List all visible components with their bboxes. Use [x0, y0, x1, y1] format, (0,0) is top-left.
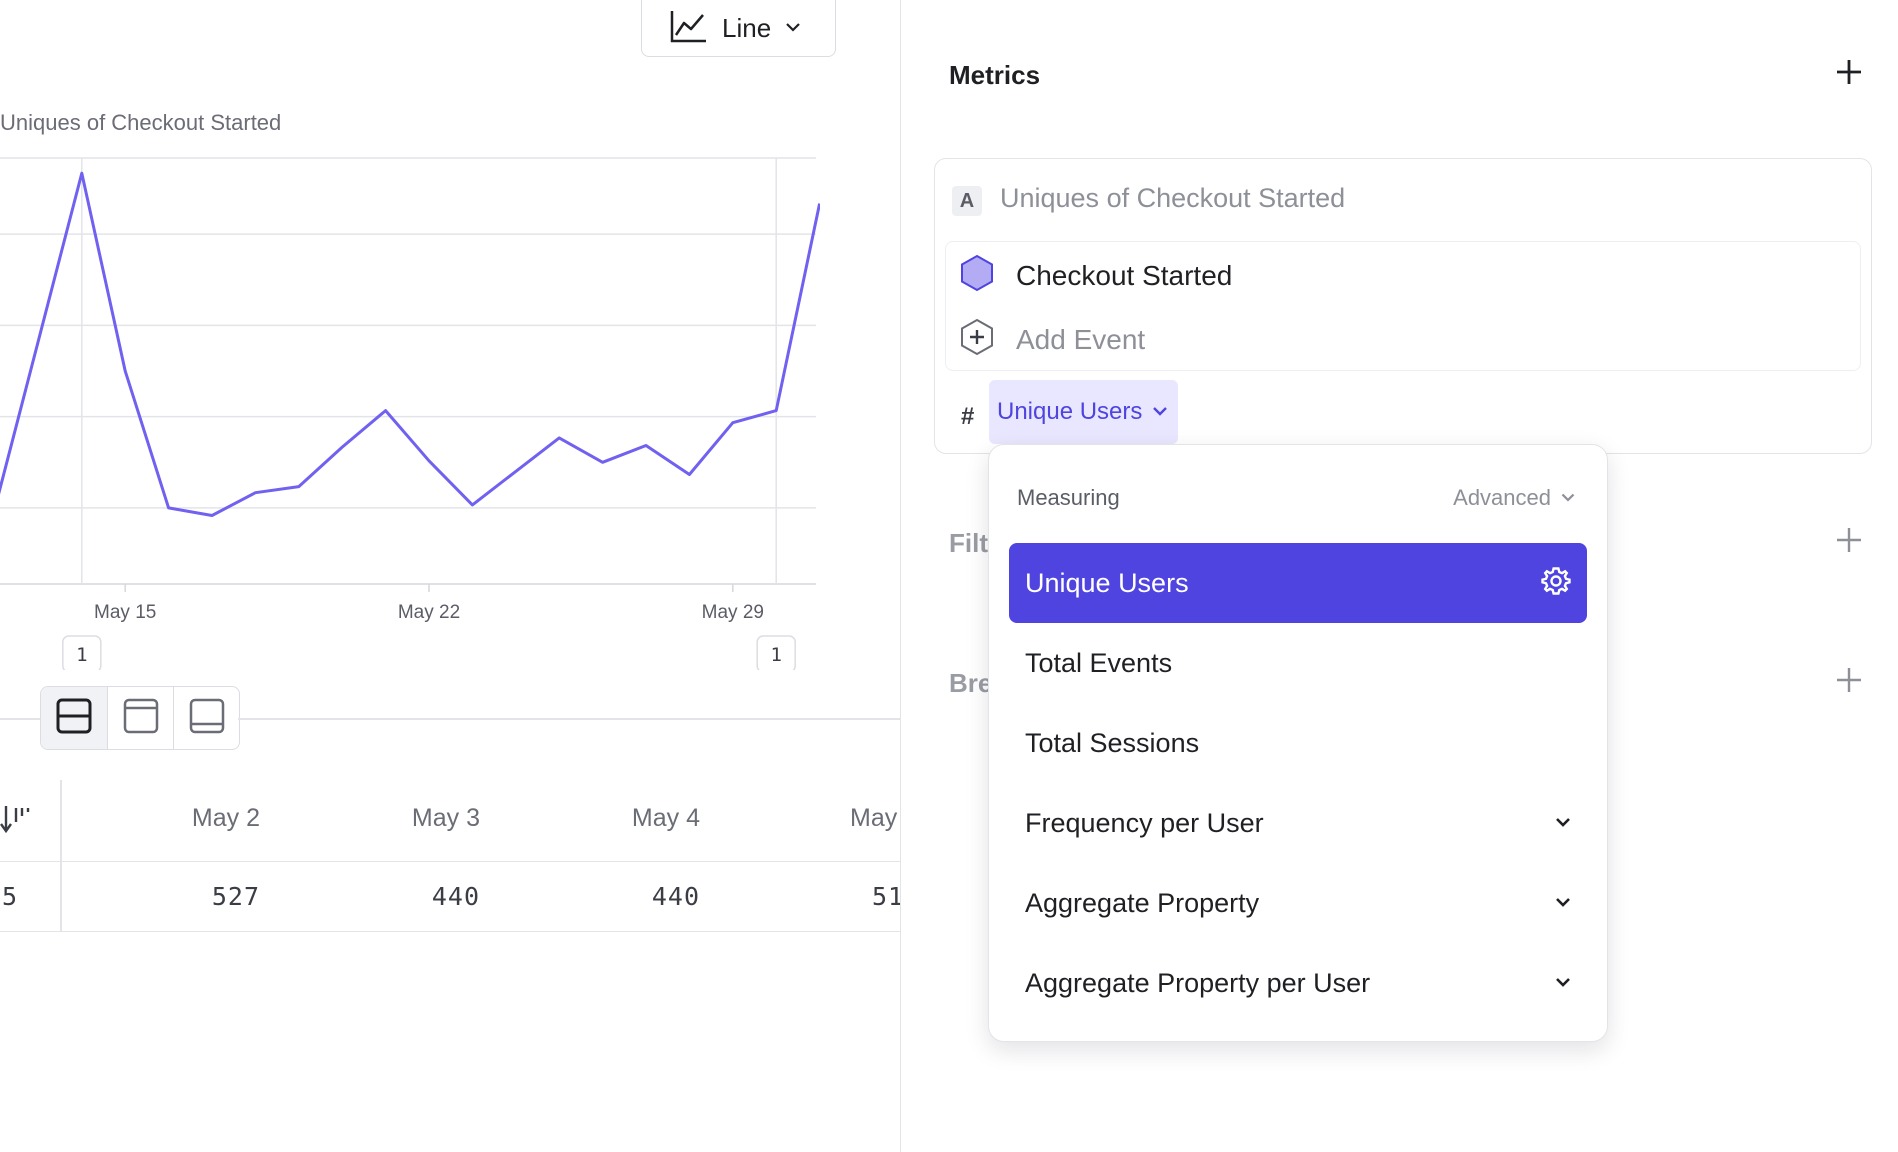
- chevron-down-icon: [1152, 403, 1168, 421]
- add-filter-button[interactable]: [1831, 524, 1867, 560]
- menu-item-label: Total Events: [1025, 647, 1173, 678]
- menu-header: Measuring: [1017, 485, 1120, 510]
- chevron-down-icon[interactable]: [1555, 974, 1571, 992]
- event-hexagon-icon: [960, 254, 994, 297]
- add-breakdown-button[interactable]: [1831, 664, 1867, 700]
- gear-icon[interactable]: [1541, 566, 1571, 601]
- annotation-marker-label: 1: [76, 644, 87, 666]
- chevron-down-icon[interactable]: [1555, 894, 1571, 912]
- measure-menu: Measuring Advanced Unique Users Total Ev…: [988, 444, 1608, 1042]
- menu-item-total-events[interactable]: Total Events: [1009, 623, 1587, 703]
- chevron-down-icon[interactable]: [1555, 814, 1571, 832]
- plus-icon: [1836, 59, 1862, 90]
- breakdown-section-title: Bre: [949, 668, 993, 698]
- add-event-label: Add Event: [1016, 323, 1146, 355]
- annotation-marker-box: [756, 635, 796, 670]
- chart-title: Uniques of Checkout Started: [0, 110, 282, 135]
- menu-item-label: Unique Users: [1025, 567, 1189, 598]
- annotation-marker-label: 1: [770, 644, 781, 666]
- sort-icon[interactable]: [0, 802, 30, 841]
- frozen-column-divider: [60, 780, 62, 932]
- column-header-may-2[interactable]: May 2: [191, 804, 260, 832]
- events-list: Checkout Started Add Event: [945, 241, 1861, 371]
- annotation-marker[interactable]: 1: [756, 635, 796, 670]
- table-cell: 440: [431, 882, 480, 911]
- column-header-may-3[interactable]: May 3: [411, 804, 480, 832]
- x-tick-label: May 22: [398, 602, 460, 623]
- table-cell-average: .5: [0, 882, 19, 911]
- measure-label: Unique Users: [997, 398, 1143, 425]
- chart-only-view-button[interactable]: [107, 687, 173, 749]
- event-label: Checkout Started: [1016, 259, 1233, 291]
- add-event-button[interactable]: Add Event: [960, 318, 1145, 361]
- table-cell: 440: [651, 882, 700, 911]
- table-cell: 51: [872, 882, 900, 911]
- column-header-may-5[interactable]: May: [850, 804, 898, 832]
- bottom-view-icon: [189, 698, 225, 739]
- measure-dropdown[interactable]: Unique Users: [989, 380, 1179, 444]
- line-chart-icon: [670, 9, 708, 48]
- advanced-toggle[interactable]: Advanced: [1453, 485, 1575, 511]
- menu-item-label: Frequency per User: [1025, 807, 1264, 838]
- add-event-hexagon-icon: [960, 318, 994, 361]
- panel-divider: [900, 0, 901, 1152]
- metric-name-input[interactable]: Uniques of Checkout Started: [1000, 183, 1346, 213]
- filter-section-title: Filt: [949, 528, 988, 558]
- chart-type-dropdown[interactable]: Line: [641, 0, 836, 57]
- metric-letter-badge: A: [952, 186, 982, 216]
- annotation-marker-box: [62, 635, 102, 670]
- pane-divider: [0, 718, 40, 720]
- top-view-icon: [123, 698, 159, 739]
- hash-icon: #: [961, 403, 975, 430]
- menu-item-aggregate-property-per-user[interactable]: Aggregate Property per User: [1009, 943, 1587, 1023]
- menu-item-label: Aggregate Property per User: [1025, 967, 1371, 998]
- table-cell: 527: [211, 882, 260, 911]
- chevron-down-icon: [785, 19, 801, 37]
- view-layout-toggle: [40, 686, 240, 750]
- plus-icon: [1836, 527, 1862, 558]
- chart-type-label: Line: [722, 12, 772, 43]
- menu-item-label: Total Sessions: [1025, 727, 1200, 758]
- menu-item-aggregate-property[interactable]: Aggregate Property: [1009, 863, 1587, 943]
- column-header-may-4[interactable]: May 4: [631, 804, 700, 832]
- pane-divider: [238, 718, 900, 720]
- table-header-row: May 2 May 3 May 4 May: [0, 780, 900, 862]
- add-metric-button[interactable]: [1831, 56, 1867, 92]
- table-only-view-button[interactable]: [173, 687, 239, 749]
- event-row-checkout-started[interactable]: Checkout Started: [960, 254, 1232, 297]
- menu-item-total-sessions[interactable]: Total Sessions: [1009, 703, 1587, 783]
- table-row: .5 527 440 440 51: [0, 862, 900, 932]
- series-line-checkout-started[interactable]: [0, 171, 820, 517]
- menu-item-label: Aggregate Property: [1025, 887, 1260, 918]
- advanced-label: Advanced: [1453, 485, 1551, 510]
- menu-item-frequency-per-user[interactable]: Frequency per User: [1009, 783, 1587, 863]
- x-tick-label: May 15: [94, 602, 156, 623]
- menu-item-unique-users[interactable]: Unique Users: [1009, 543, 1587, 623]
- split-view-icon: [56, 698, 92, 739]
- x-tick-label: May 29: [702, 602, 764, 623]
- split-view-button[interactable]: [41, 687, 107, 749]
- metric-card-a: A Uniques of Checkout Started Checkout S…: [934, 158, 1872, 454]
- plus-icon: [1836, 667, 1862, 698]
- metrics-section-title: Metrics: [949, 60, 1041, 90]
- line-chart: May 15 May 22 May 29 1 1: [0, 157, 820, 670]
- chevron-down-icon: [1561, 489, 1575, 507]
- annotation-marker[interactable]: 1: [62, 635, 102, 670]
- analysis-pane: Line Uniques of Checkout Started May 15 M…: [0, 0, 900, 1152]
